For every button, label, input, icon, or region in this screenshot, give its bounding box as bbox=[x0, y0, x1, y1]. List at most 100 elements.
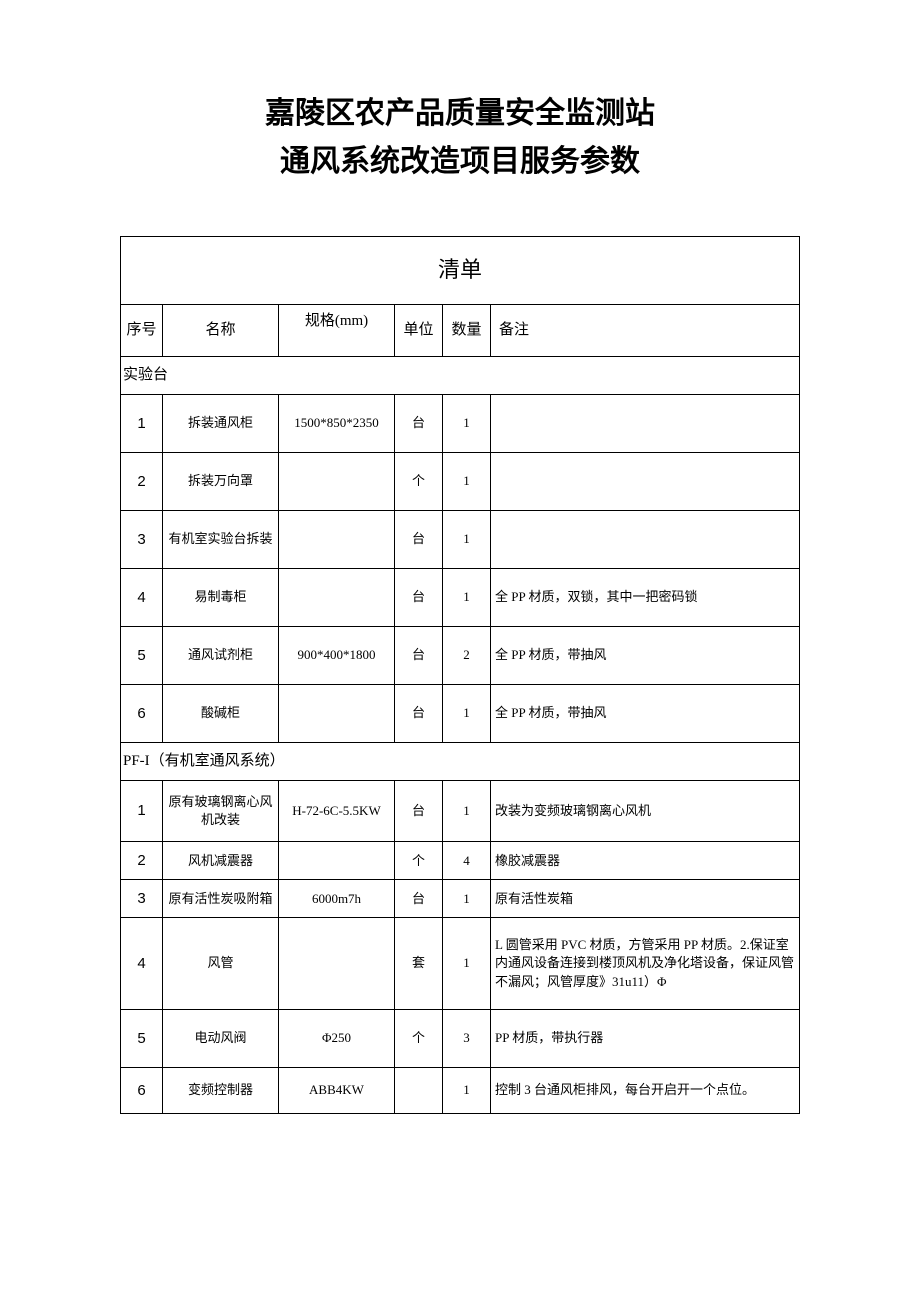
cell-seq: 3 bbox=[121, 511, 162, 568]
cell-unit bbox=[395, 1078, 442, 1102]
cell-name: 变频控制器 bbox=[163, 1069, 278, 1111]
cell-spec: H-72-6C-5.5KW bbox=[279, 790, 394, 832]
cell-name: 拆装通风柜 bbox=[163, 396, 278, 450]
section-title: 实验台 bbox=[121, 357, 799, 394]
cell-name: 有机室实验台拆装 bbox=[163, 512, 278, 566]
cell-spec bbox=[279, 579, 394, 615]
cell-name: 拆装万向罩 bbox=[163, 454, 278, 508]
cell-seq: 1 bbox=[121, 395, 162, 452]
cell-remark: 全 PP 材质，双锁，其中一把密码锁 bbox=[491, 570, 799, 624]
table-row: 4易制毒柜 台1全 PP 材质，双锁，其中一把密码锁 bbox=[121, 568, 800, 626]
header-seq: 序号 bbox=[121, 306, 162, 355]
table-row: 4风管 套1L 圆管采用 PVC 材质，方管采用 PP 材质。2.保证室内通风设备… bbox=[121, 918, 800, 1010]
table-row: 3有机室实验台拆装 台1 bbox=[121, 510, 800, 568]
cell-remark: 控制 3 台通风柜排风，每台开启开一个点位。 bbox=[491, 1069, 799, 1111]
section-row: PF-I（有机室通风系统） bbox=[121, 742, 800, 780]
cell-seq: 4 bbox=[121, 569, 162, 626]
title-line-2: 通风系统改造项目服务参数 bbox=[120, 138, 800, 186]
header-unit: 单位 bbox=[395, 306, 442, 355]
cell-spec: 6000m7h bbox=[279, 882, 394, 916]
cell-seq: 2 bbox=[121, 453, 162, 510]
cell-name: 原有玻璃钢离心风机改装 bbox=[163, 781, 278, 841]
cell-name: 易制毒柜 bbox=[163, 570, 278, 624]
cell-spec bbox=[279, 853, 394, 869]
cell-unit: 台 bbox=[395, 396, 442, 450]
table-row: 5电动风阀Φ250个3PP 材质，带执行器 bbox=[121, 1009, 800, 1067]
cell-qty: 1 bbox=[443, 454, 490, 508]
cell-seq: 3 bbox=[121, 880, 162, 917]
cell-qty: 1 bbox=[443, 570, 490, 624]
table-row: 5通风试剂柜900*400*1800台2全 PP 材质，带抽风 bbox=[121, 626, 800, 684]
cell-remark: PP 材质，带执行器 bbox=[491, 1011, 799, 1065]
cell-name: 酸碱柜 bbox=[163, 686, 278, 740]
table-caption-row: 清单 bbox=[121, 237, 800, 305]
cell-seq: 4 bbox=[121, 935, 162, 992]
cell-spec bbox=[279, 521, 394, 557]
document-page: 嘉陵区农产品质量安全监测站 通风系统改造项目服务参数 清单 序号 名称 规格(m… bbox=[0, 0, 920, 1154]
cell-seq: 2 bbox=[121, 842, 162, 879]
header-spec: 规格(mm) bbox=[279, 305, 394, 356]
cell-qty: 1 bbox=[443, 1069, 490, 1111]
table-row: 1拆装通风柜1500*850*2350台1 bbox=[121, 394, 800, 452]
table-row: 1原有玻璃钢离心风机改装H-72-6C-5.5KW台1改装为变频玻璃钢离心风机 bbox=[121, 780, 800, 841]
cell-qty: 4 bbox=[443, 844, 490, 878]
table-row: 2拆装万向罩 个1 bbox=[121, 452, 800, 510]
cell-spec: 900*400*1800 bbox=[279, 628, 394, 682]
cell-qty: 1 bbox=[443, 512, 490, 566]
title-line-1: 嘉陵区农产品质量安全监测站 bbox=[120, 90, 800, 138]
cell-name: 风管 bbox=[163, 936, 278, 990]
header-name: 名称 bbox=[163, 306, 278, 355]
table-row: 3原有活性炭吸附箱6000m7h台1原有活性炭箱 bbox=[121, 880, 800, 918]
cell-remark: 全 PP 材质，带抽风 bbox=[491, 686, 799, 740]
cell-unit: 个 bbox=[395, 454, 442, 508]
cell-qty: 1 bbox=[443, 686, 490, 740]
cell-name: 原有活性炭吸附箱 bbox=[163, 882, 278, 916]
cell-seq: 5 bbox=[121, 627, 162, 684]
section-title: PF-I（有机室通风系统） bbox=[121, 743, 799, 780]
cell-seq: 6 bbox=[121, 685, 162, 742]
cell-unit: 台 bbox=[395, 686, 442, 740]
cell-unit: 个 bbox=[395, 1011, 442, 1065]
cell-remark bbox=[491, 405, 799, 441]
cell-qty: 1 bbox=[443, 882, 490, 916]
cell-remark: 全 PP 材质，带抽风 bbox=[491, 628, 799, 682]
cell-qty: 3 bbox=[443, 1011, 490, 1065]
cell-name: 电动风阀 bbox=[163, 1011, 278, 1065]
cell-remark bbox=[491, 463, 799, 499]
cell-unit: 台 bbox=[395, 790, 442, 832]
cell-unit: 个 bbox=[395, 844, 442, 878]
cell-remark bbox=[491, 521, 799, 557]
header-remark: 备注 bbox=[491, 306, 799, 355]
table-row: 6酸碱柜 台1全 PP 材质，带抽风 bbox=[121, 684, 800, 742]
cell-spec: 1500*850*2350 bbox=[279, 396, 394, 450]
cell-unit: 台 bbox=[395, 882, 442, 916]
section-row: 实验台 bbox=[121, 356, 800, 394]
cell-remark: 橡胶减震器 bbox=[491, 844, 799, 878]
cell-spec bbox=[279, 463, 394, 499]
spec-table: 清单 序号 名称 规格(mm) 单位 数量 备注 实验台1拆装通风柜1500*8… bbox=[120, 236, 800, 1114]
cell-qty: 1 bbox=[443, 396, 490, 450]
cell-unit: 台 bbox=[395, 512, 442, 566]
title-block: 嘉陵区农产品质量安全监测站 通风系统改造项目服务参数 bbox=[120, 90, 800, 186]
cell-unit: 台 bbox=[395, 570, 442, 624]
cell-qty: 1 bbox=[443, 790, 490, 832]
table-row: 6变频控制器ABB4KW 1控制 3 台通风柜排风，每台开启开一个点位。 bbox=[121, 1067, 800, 1113]
header-qty: 数量 bbox=[443, 306, 490, 355]
cell-spec bbox=[279, 945, 394, 981]
cell-remark: 原有活性炭箱 bbox=[491, 882, 799, 916]
cell-qty: 2 bbox=[443, 628, 490, 682]
cell-remark: L 圆管采用 PVC 材质，方管采用 PP 材质。2.保证室内通风设备连接到楼顶… bbox=[491, 918, 799, 1009]
cell-seq: 6 bbox=[121, 1068, 162, 1113]
cell-qty: 1 bbox=[443, 936, 490, 990]
cell-spec bbox=[279, 695, 394, 731]
table-row: 2风机减震器 个4橡胶减震器 bbox=[121, 842, 800, 880]
cell-name: 通风试剂柜 bbox=[163, 628, 278, 682]
table-caption: 清单 bbox=[121, 237, 799, 304]
cell-unit: 套 bbox=[395, 936, 442, 990]
cell-spec: ABB4KW bbox=[279, 1069, 394, 1111]
cell-seq: 1 bbox=[121, 788, 162, 833]
cell-unit: 台 bbox=[395, 628, 442, 682]
cell-seq: 5 bbox=[121, 1010, 162, 1067]
cell-name: 风机减震器 bbox=[163, 844, 278, 878]
table-header-row: 序号 名称 规格(mm) 单位 数量 备注 bbox=[121, 304, 800, 356]
